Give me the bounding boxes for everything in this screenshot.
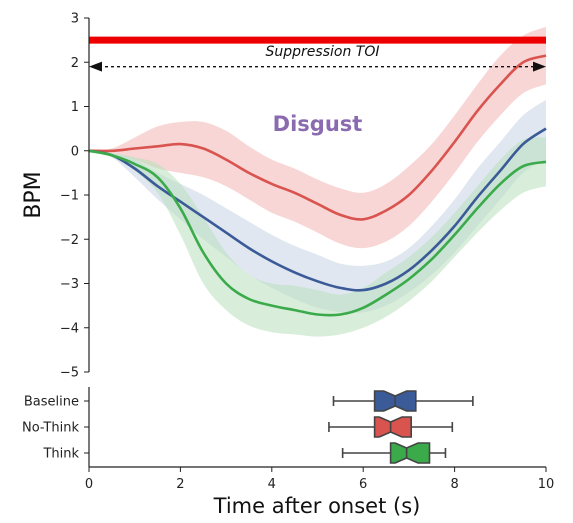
box-plot-2: Think xyxy=(42,442,447,464)
category-label: No-Think xyxy=(22,421,79,436)
confidence-bands xyxy=(89,26,546,337)
y-tick-label: 1 xyxy=(71,100,79,115)
x-tick-label: 2 xyxy=(176,477,184,492)
x-tick-label: 4 xyxy=(268,477,276,492)
y-tick-label: −3 xyxy=(60,277,79,292)
arrow-left-head xyxy=(89,61,102,72)
y-ticks: 3 2 1 0 −1 −2 −3 −4 −5 xyxy=(60,12,89,381)
panel-title: Disgust xyxy=(273,112,363,136)
series-line-2 xyxy=(88,149,547,317)
confidence-band-2 xyxy=(89,137,546,337)
line-panel: Suppression TOI Disgust 3 2 1 0 −1 −2 −3 −4 −5 B… xyxy=(21,12,547,381)
y-tick-label: −5 xyxy=(60,366,79,381)
series-lines xyxy=(88,54,547,317)
box-plots: Baseline No-Think Think xyxy=(22,390,474,464)
x-ticks: 0 2 4 6 8 10 xyxy=(85,467,554,492)
category-label: Think xyxy=(42,447,79,462)
category-label: Baseline xyxy=(24,395,79,410)
x-axis-label: Time after onset (s) xyxy=(213,494,421,518)
y-tick-label: −4 xyxy=(60,321,79,336)
series-line-0 xyxy=(88,54,547,221)
suppression-toi-label: Suppression TOI xyxy=(266,44,380,60)
x-tick-label: 6 xyxy=(359,477,367,492)
x-tick-label: 0 xyxy=(85,477,93,492)
y-tick-label: 3 xyxy=(71,12,79,27)
box-plot-0: Baseline xyxy=(24,390,474,412)
y-tick-label: 2 xyxy=(71,56,79,71)
y-tick-label: −2 xyxy=(60,233,79,248)
box-body xyxy=(373,416,413,438)
x-tick-label: 10 xyxy=(538,477,555,492)
y-tick-label: −1 xyxy=(60,189,79,204)
arrow-right-head xyxy=(533,61,546,72)
x-tick-label: 8 xyxy=(450,477,458,492)
box-plot-1: No-Think xyxy=(22,416,454,438)
box-body xyxy=(389,442,431,464)
confidence-band-0 xyxy=(89,26,546,249)
y-axis-label: BPM xyxy=(21,171,46,218)
series-line-1 xyxy=(88,127,547,292)
box-panel: Baseline No-Think Think 0 2 4 6 8 10 Time after… xyxy=(22,387,554,518)
y-tick-label: 0 xyxy=(71,144,79,159)
